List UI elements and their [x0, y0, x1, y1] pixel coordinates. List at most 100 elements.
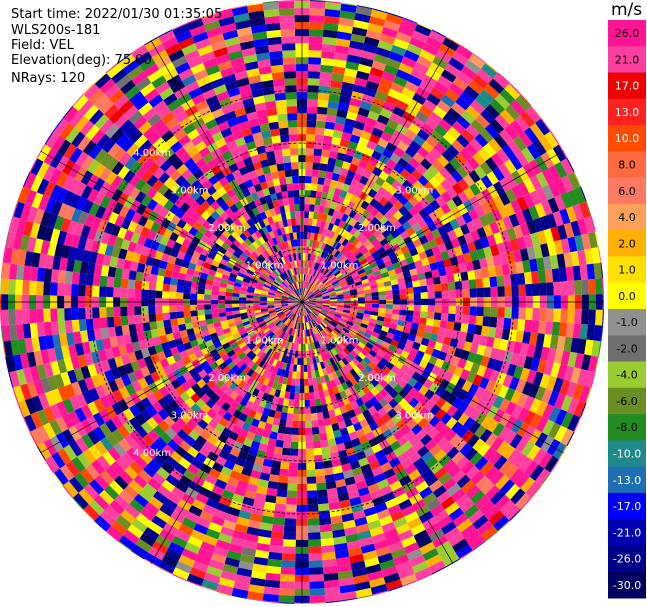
gate-cell — [167, 492, 182, 505]
gate-cell — [213, 508, 228, 520]
gate-cell — [283, 333, 289, 341]
gate-cell — [315, 306, 323, 309]
gate-cell — [438, 454, 452, 467]
gate-cell — [370, 288, 379, 293]
gate-cell — [155, 313, 164, 322]
gate-cell — [186, 418, 198, 430]
gate-cell — [517, 272, 526, 285]
gate-cell — [548, 181, 561, 198]
gate-cell — [321, 544, 335, 554]
gate-cell — [365, 29, 382, 41]
gate-cell — [432, 485, 447, 499]
gate-cell — [317, 282, 324, 289]
gate-cell — [336, 323, 344, 330]
gate-cell — [399, 288, 407, 295]
gate-cell — [404, 80, 419, 93]
gate-cell — [192, 373, 202, 383]
gate-cell — [192, 344, 201, 354]
gate-cell — [200, 347, 210, 356]
gate-cell — [311, 269, 316, 277]
gate-cell — [462, 306, 470, 316]
gate-cell — [316, 233, 322, 242]
gate-cell — [183, 310, 191, 318]
gate-cell — [451, 182, 464, 195]
gate-cell — [520, 476, 536, 493]
gate-cell — [339, 456, 350, 466]
gate-cell — [127, 315, 136, 325]
gate-cell — [307, 92, 319, 100]
gate-cell — [259, 352, 267, 360]
gate-cell — [156, 243, 167, 253]
gate-cell — [302, 322, 305, 330]
gate-cell — [231, 587, 249, 598]
gate-cell — [300, 302, 302, 309]
gate-cell — [304, 183, 312, 191]
gate-cell — [355, 166, 366, 176]
gate-cell — [222, 365, 231, 375]
gate-cell — [362, 282, 371, 288]
gate-cell — [309, 357, 314, 365]
gate-cell — [326, 487, 338, 497]
gate-cell — [447, 464, 461, 478]
gate-cell — [335, 226, 343, 235]
gate-cell — [504, 307, 512, 319]
gate-cell — [266, 348, 273, 356]
gate-cell — [431, 269, 440, 278]
gate-cell — [293, 406, 300, 414]
gate-cell — [419, 317, 427, 325]
gate-cell — [355, 450, 367, 461]
gate-cell — [324, 121, 336, 130]
gate-cell — [74, 248, 85, 262]
gate-cell — [308, 539, 322, 547]
gate-cell — [336, 344, 343, 352]
gate-cell — [572, 323, 582, 339]
gate-cell — [336, 298, 344, 302]
gate-cell — [91, 240, 101, 253]
gate-cell — [303, 322, 306, 330]
gate-cell — [233, 376, 243, 386]
gate-cell — [226, 453, 238, 464]
gate-cell — [321, 292, 329, 296]
gate-cell — [158, 560, 176, 574]
gate-cell — [128, 187, 141, 200]
gate-cell — [328, 292, 336, 296]
gate-cell — [268, 292, 276, 296]
gate-cell — [419, 105, 433, 118]
gate-cell — [333, 429, 342, 439]
gate-cell — [361, 209, 371, 219]
gate-cell — [300, 316, 302, 323]
gate-cell — [320, 64, 334, 73]
gate-cell — [295, 343, 299, 351]
gate-cell — [305, 343, 309, 351]
gate-cell — [392, 486, 406, 498]
gate-cell — [369, 396, 379, 406]
gate-cell — [336, 442, 346, 452]
gate-cell — [288, 300, 296, 302]
gate-cell — [416, 266, 425, 275]
gate-cell — [566, 431, 575, 447]
gate-cell — [330, 451, 340, 461]
gate-cell — [315, 303, 323, 305]
gate-cell — [496, 219, 507, 232]
gate-cell — [204, 313, 213, 320]
gate-cell — [115, 514, 132, 530]
gate-cell — [288, 312, 294, 319]
gate-cell — [398, 195, 409, 206]
gate-cell — [121, 268, 130, 280]
gate-cell — [307, 504, 319, 512]
gate-cell — [152, 191, 164, 203]
gate-cell — [483, 287, 491, 298]
gate-cell — [248, 342, 257, 351]
gate-cell — [454, 152, 467, 166]
gate-cell — [540, 346, 550, 361]
gate-cell — [202, 413, 213, 425]
gate-cell — [275, 439, 284, 448]
gate-cell — [63, 106, 79, 123]
gate-cell — [242, 382, 251, 392]
gate-cell — [322, 565, 338, 575]
gate-cell — [295, 302, 302, 304]
gate-cell — [234, 319, 243, 326]
gate-cell — [475, 475, 490, 490]
gate-cell — [98, 489, 115, 506]
gate-cell — [535, 187, 548, 203]
